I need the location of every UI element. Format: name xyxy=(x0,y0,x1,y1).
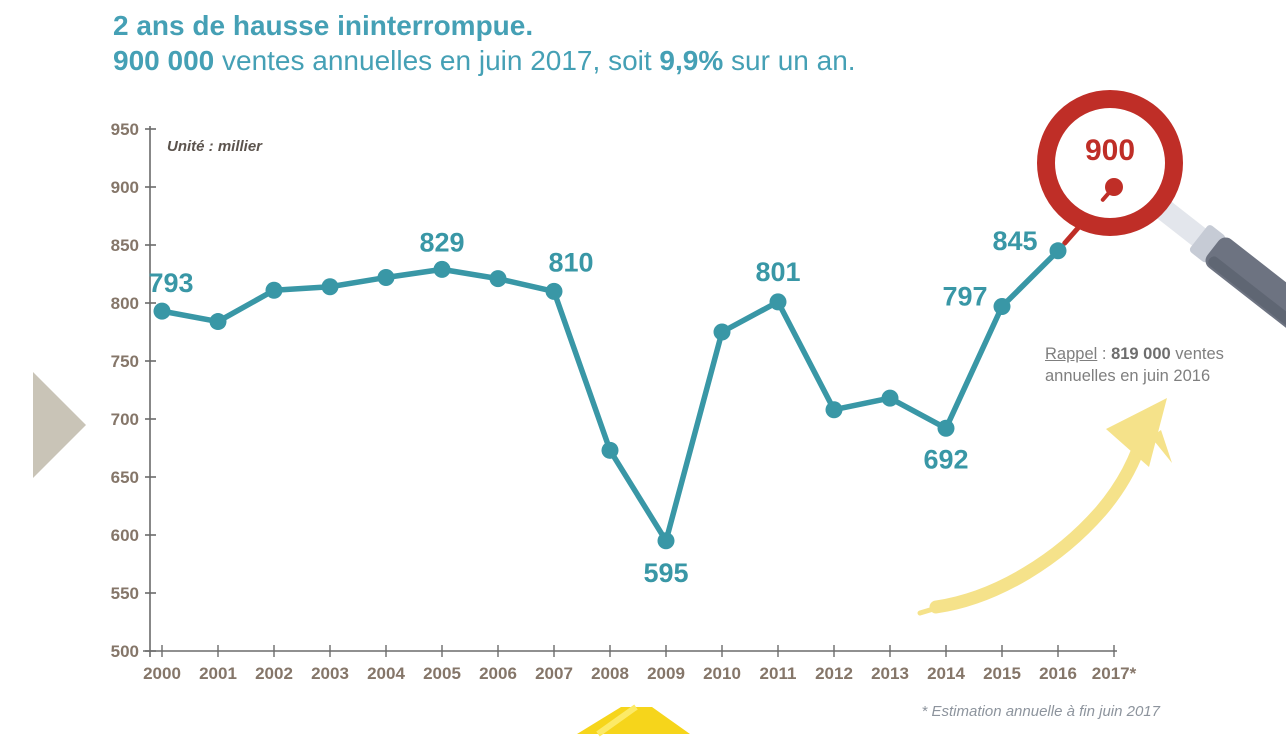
y-tick-label: 650 xyxy=(111,468,139,487)
headline: 2 ans de hausse ininterrompue. 900 000 v… xyxy=(113,8,856,78)
data-point-label: 829 xyxy=(419,227,464,257)
chart-axes: 500 550 600 650 700 750 800 850 900 950 2000 2001 20… xyxy=(111,120,1137,683)
pencil-tip-decor xyxy=(577,704,690,737)
data-point xyxy=(489,270,507,288)
x-tick-label: 2005 xyxy=(423,664,461,683)
unit-label: Unité : millier xyxy=(167,138,263,155)
left-triangle-decor xyxy=(33,372,86,478)
data-point xyxy=(601,441,619,459)
x-tick-label: 2013 xyxy=(871,664,909,683)
data-point xyxy=(1049,242,1067,260)
headline-sales-figure: 900 000 xyxy=(113,45,215,76)
x-tick-label: 2002 xyxy=(255,664,293,683)
data-point-label: 810 xyxy=(548,247,593,277)
y-tick-label: 950 xyxy=(111,120,139,139)
growth-arrow-icon xyxy=(917,398,1172,616)
y-tick-label: 800 xyxy=(111,294,139,313)
magnifier-lens xyxy=(1037,90,1183,236)
data-point xyxy=(153,302,171,320)
x-tick-label: 2004 xyxy=(367,664,405,683)
data-point xyxy=(881,389,899,407)
growth-arrow-shaft xyxy=(929,421,1152,614)
rappel-figure: 819 000 xyxy=(1111,345,1171,363)
data-point xyxy=(265,281,283,299)
data-point xyxy=(321,278,339,296)
data-point-label: 797 xyxy=(942,281,987,311)
data-point xyxy=(433,260,451,278)
x-tick-label: 2000 xyxy=(143,664,181,683)
x-tick-label: 2015 xyxy=(983,664,1021,683)
data-point xyxy=(937,419,955,437)
y-tick-label: 900 xyxy=(111,178,139,197)
growth-arrow-tail-flick xyxy=(917,601,953,616)
headline-line2: 900 000 ventes annuelles en juin 2017, s… xyxy=(113,43,856,78)
y-tick-label: 850 xyxy=(111,236,139,255)
x-tick-label: 2009 xyxy=(647,664,685,683)
x-tick-label: 2011 xyxy=(760,664,797,683)
x-tick-label: 2003 xyxy=(311,664,349,683)
data-point-label: 801 xyxy=(755,257,800,287)
headline-growth-figure: 9,9% xyxy=(659,45,724,76)
data-point xyxy=(769,293,787,311)
headline-text1: ventes annuelles en juin 2017, soit xyxy=(214,45,660,76)
rappel-line1: Rappel : 819 000 ventes xyxy=(1045,343,1275,365)
headline-text2: sur un an. xyxy=(723,45,856,76)
x-tick-label: 2017* xyxy=(1092,664,1137,683)
estimate-link-stub xyxy=(1062,225,1081,246)
data-point-label: 692 xyxy=(923,444,968,474)
x-tick-label: 2016 xyxy=(1039,664,1077,683)
magnifier-icon: 900 xyxy=(1037,90,1286,373)
y-tick-label: 750 xyxy=(111,352,139,371)
magnifier-collar xyxy=(1189,225,1225,263)
rappel-word: Rappel xyxy=(1045,345,1098,363)
headline-line1: 2 ans de hausse ininterrompue. xyxy=(113,10,534,41)
x-tick-label: 2008 xyxy=(591,664,629,683)
data-point xyxy=(993,297,1011,315)
rappel-rest: ventes xyxy=(1170,345,1224,363)
magnifier-value: 900 xyxy=(1085,134,1135,167)
x-tick-label: 2012 xyxy=(815,664,853,683)
x-tick-label: 2007 xyxy=(535,664,573,683)
data-point-label: 845 xyxy=(992,226,1037,256)
pencil-tip-highlight xyxy=(596,704,638,737)
y-tick-label: 500 xyxy=(111,642,139,661)
x-tick-label: 2014 xyxy=(927,664,965,683)
data-point xyxy=(657,532,675,550)
estimation-footnote: * Estimation annuelle à fin juin 2017 xyxy=(921,703,1161,720)
data-point xyxy=(209,313,227,331)
x-tick-label: 2001 xyxy=(199,664,237,683)
y-tick-label: 550 xyxy=(111,584,139,603)
lens-data-point xyxy=(1105,178,1123,196)
y-tick-label: 700 xyxy=(111,410,139,429)
data-point-label: 793 xyxy=(148,268,193,298)
data-point xyxy=(377,268,395,286)
y-tick-label: 600 xyxy=(111,526,139,545)
x-tick-label: 2010 xyxy=(703,664,741,683)
magnifier-stick-shade xyxy=(1208,256,1286,373)
data-point-label: 595 xyxy=(643,558,688,588)
growth-arrow-head-prong xyxy=(1151,430,1172,463)
rappel-annotation: Rappel : 819 000 ventes annuelles en jui… xyxy=(1045,343,1275,387)
x-tick-label: 2006 xyxy=(479,664,517,683)
rappel-line2: annuelles en juin 2016 xyxy=(1045,367,1211,385)
data-point xyxy=(825,401,843,419)
growth-arrow-head xyxy=(1106,398,1167,467)
rappel-sep: : xyxy=(1097,345,1112,363)
magnifier-neck xyxy=(1154,198,1211,250)
series-line xyxy=(159,248,1061,544)
data-point xyxy=(545,282,563,300)
data-point xyxy=(713,323,731,341)
